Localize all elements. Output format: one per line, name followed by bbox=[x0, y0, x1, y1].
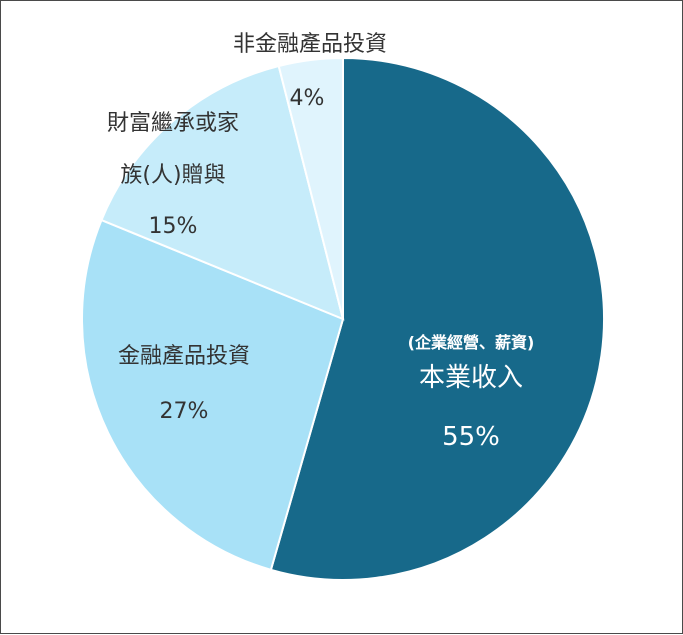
slice-value-inheritance: 15% bbox=[149, 214, 198, 239]
slice-nonfinancial-investment bbox=[277, 56, 344, 320]
slice-financial-investment bbox=[81, 218, 345, 572]
slice-label-inheritance-line2: 族(人)贈與 bbox=[120, 163, 225, 188]
pie-slices bbox=[81, 56, 605, 581]
slice-label-nonfinancial-investment: 非金融產品投資 bbox=[233, 32, 387, 57]
slice-main-business bbox=[269, 56, 605, 581]
slice-value-financial-investment: 27% bbox=[160, 399, 209, 424]
slice-label-sublabel-main-business: (企業經營、薪資) bbox=[408, 333, 535, 352]
slice-label-main-business: 本業收入 bbox=[419, 363, 523, 393]
slice-value-main-business: 55% bbox=[442, 422, 500, 452]
slice-inheritance bbox=[100, 64, 345, 321]
slice-label-inheritance-line1: 財富繼承或家 bbox=[107, 111, 239, 136]
slice-value-nonfinancial-investment: 4% bbox=[290, 86, 325, 111]
slice-label-financial-investment: 金融產品投資 bbox=[118, 344, 250, 369]
